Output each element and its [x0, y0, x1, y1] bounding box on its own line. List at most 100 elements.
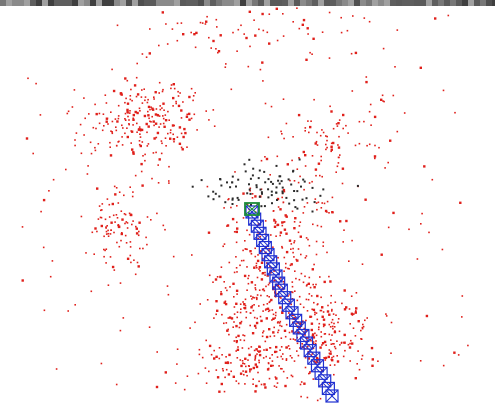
top-edge-segment	[438, 0, 444, 6]
map-point	[296, 259, 299, 262]
map-point	[250, 346, 253, 348]
map-point	[224, 302, 228, 306]
active-point	[285, 196, 288, 199]
map-point	[270, 364, 273, 367]
map-point	[128, 123, 130, 126]
top-edge-segment	[330, 0, 336, 6]
map-point	[309, 125, 312, 129]
top-edge-segment	[324, 0, 330, 6]
map-point	[291, 159, 293, 162]
map-point	[141, 184, 144, 187]
map-point	[80, 152, 83, 155]
map-point	[256, 276, 259, 279]
map-point	[103, 235, 105, 238]
map-point	[333, 322, 335, 325]
map-point	[109, 256, 112, 258]
map-point	[241, 360, 244, 362]
map-point	[315, 240, 318, 243]
top-edge-segment	[192, 0, 198, 6]
map-point	[373, 115, 377, 119]
map-point	[267, 367, 270, 370]
map-point	[225, 322, 228, 324]
top-edge-segment	[6, 0, 12, 6]
map-point	[273, 270, 275, 272]
camera-frustum-icon	[253, 226, 267, 240]
map-point	[272, 331, 275, 334]
active-point	[271, 182, 274, 185]
map-point	[122, 317, 125, 319]
map-point	[152, 152, 155, 154]
map-point	[98, 205, 101, 207]
map-point	[281, 368, 283, 370]
map-point	[269, 265, 271, 268]
map-point	[301, 343, 303, 345]
map-point	[163, 125, 166, 128]
map-point	[73, 89, 76, 91]
map-point	[332, 127, 335, 130]
map-point	[349, 360, 351, 362]
map-point	[290, 248, 292, 250]
map-point	[330, 148, 333, 151]
map-point	[265, 355, 267, 358]
map-point	[232, 282, 235, 285]
top-edge-segment	[378, 0, 384, 6]
map-point	[311, 308, 313, 311]
map-point	[105, 233, 108, 235]
map-point	[192, 99, 194, 102]
map-point	[228, 353, 231, 357]
map-point	[84, 117, 86, 120]
map-point	[289, 338, 292, 340]
map-point	[290, 263, 293, 266]
map-point	[134, 273, 137, 276]
map-point	[249, 250, 252, 253]
map-point	[275, 350, 278, 353]
map-point	[158, 81, 161, 84]
map-point	[220, 266, 223, 268]
top-edge-segment	[222, 0, 228, 6]
map-point	[253, 324, 257, 328]
map-point	[287, 295, 289, 297]
map-point	[263, 383, 266, 386]
active-point	[319, 194, 322, 197]
map-point	[325, 344, 327, 346]
camera-frustum-icon	[245, 205, 259, 219]
map-point	[314, 198, 317, 200]
map-point	[299, 347, 301, 349]
map-point	[307, 345, 309, 348]
map-point	[235, 324, 238, 328]
map-point	[291, 281, 294, 283]
map-point	[258, 289, 261, 291]
map-point	[339, 154, 341, 156]
map-point	[298, 225, 301, 227]
map-point	[403, 112, 406, 114]
map-point	[333, 373, 335, 376]
map-point	[219, 275, 222, 279]
map-point	[135, 232, 139, 235]
map-point	[235, 289, 239, 292]
map-point	[178, 142, 182, 145]
map-point	[292, 338, 295, 340]
map-point	[110, 229, 112, 231]
map-point	[288, 331, 291, 334]
map-point	[138, 126, 141, 128]
map-point	[225, 368, 228, 371]
map-point	[275, 377, 278, 380]
top-edge-segment	[288, 0, 294, 6]
map-point	[248, 10, 251, 13]
active-point	[214, 192, 217, 195]
map-point	[230, 370, 232, 373]
map-point	[161, 107, 163, 109]
map-point	[250, 281, 254, 284]
map-point	[236, 227, 239, 230]
map-point	[190, 31, 192, 34]
map-point	[138, 107, 141, 110]
map-point	[255, 365, 259, 369]
active-point	[275, 164, 278, 167]
top-edge-segment	[366, 0, 372, 6]
map-point	[104, 249, 106, 252]
map-point	[105, 226, 107, 228]
map-point	[117, 115, 120, 117]
